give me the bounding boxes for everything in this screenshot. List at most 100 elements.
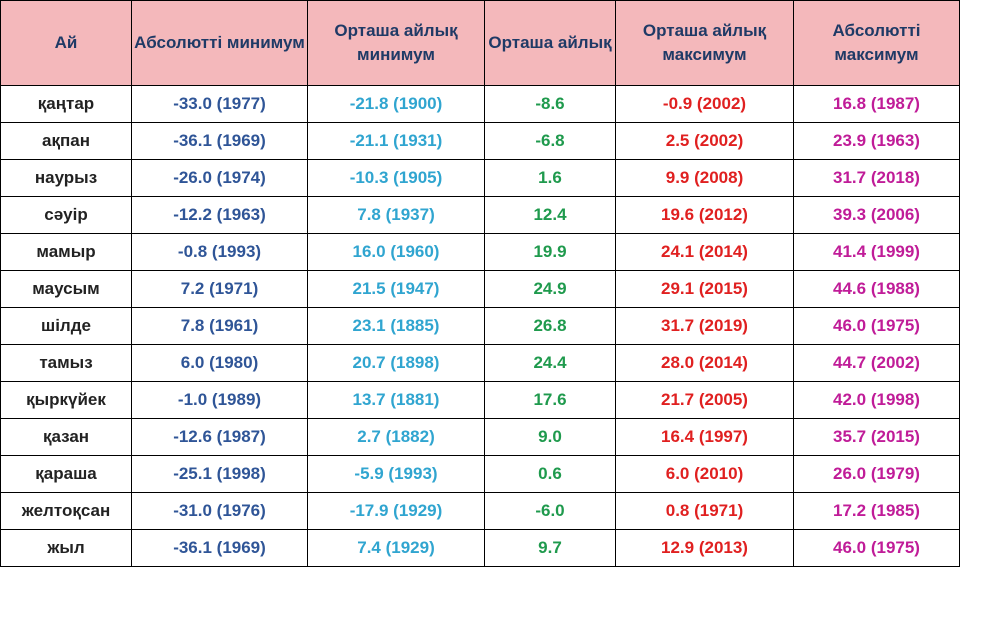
table-body: қаңтар -33.0 (1977) -21.8 (1900) -8.6 -0.9 (…	[0, 85, 960, 567]
average-monthly-cell: 1.6	[484, 159, 616, 197]
table-row: қыркүйек -1.0 (1989) 13.7 (1881) 17.6 21.7 (…	[0, 381, 960, 419]
month-cell: қаңтар	[0, 85, 132, 123]
month-cell: сәуір	[0, 196, 132, 234]
header-absolute-minimum: Абсолютті минимум	[131, 0, 308, 86]
average-monthly-maximum-cell: -0.9 (2002)	[615, 85, 794, 123]
absolute-minimum-cell: -12.6 (1987)	[131, 418, 308, 456]
header-average-monthly-maximum: Орташа айлық максимум	[615, 0, 794, 86]
climate-table: Ай Абсолютті минимум Орташа айлық миниму…	[0, 0, 960, 567]
absolute-maximum-cell: 46.0 (1975)	[793, 529, 960, 567]
absolute-minimum-cell: -36.1 (1969)	[131, 529, 308, 567]
average-monthly-cell: 9.0	[484, 418, 616, 456]
average-monthly-maximum-cell: 12.9 (2013)	[615, 529, 794, 567]
average-monthly-minimum-cell: 23.1 (1885)	[307, 307, 485, 345]
table-row: сәуір -12.2 (1963) 7.8 (1937) 12.4 19.6 (201…	[0, 196, 960, 234]
absolute-minimum-cell: -12.2 (1963)	[131, 196, 308, 234]
absolute-maximum-cell: 39.3 (2006)	[793, 196, 960, 234]
month-cell: мамыр	[0, 233, 132, 271]
absolute-maximum-cell: 44.7 (2002)	[793, 344, 960, 382]
average-monthly-cell: 0.6	[484, 455, 616, 493]
average-monthly-cell: -8.6	[484, 85, 616, 123]
table-row: қазан -12.6 (1987) 2.7 (1882) 9.0 16.4 (1997…	[0, 418, 960, 456]
average-monthly-minimum-cell: -21.1 (1931)	[307, 122, 485, 160]
average-monthly-minimum-cell: 21.5 (1947)	[307, 270, 485, 308]
table-row: ақпан -36.1 (1969) -21.1 (1931) -6.8 2.5 (20…	[0, 122, 960, 160]
table-row: маусым 7.2 (1971) 21.5 (1947) 24.9 29.1 (201…	[0, 270, 960, 308]
absolute-maximum-cell: 35.7 (2015)	[793, 418, 960, 456]
absolute-minimum-cell: -25.1 (1998)	[131, 455, 308, 493]
absolute-minimum-cell: -26.0 (1974)	[131, 159, 308, 197]
header-average-monthly: Орташа айлық	[484, 0, 616, 86]
average-monthly-minimum-cell: 16.0 (1960)	[307, 233, 485, 271]
average-monthly-minimum-cell: -17.9 (1929)	[307, 492, 485, 530]
average-monthly-cell: 24.4	[484, 344, 616, 382]
average-monthly-maximum-cell: 2.5 (2002)	[615, 122, 794, 160]
average-monthly-cell: -6.8	[484, 122, 616, 160]
average-monthly-maximum-cell: 6.0 (2010)	[615, 455, 794, 493]
absolute-minimum-cell: -36.1 (1969)	[131, 122, 308, 160]
average-monthly-cell: -6.0	[484, 492, 616, 530]
average-monthly-maximum-cell: 9.9 (2008)	[615, 159, 794, 197]
absolute-minimum-cell: 6.0 (1980)	[131, 344, 308, 382]
average-monthly-cell: 24.9	[484, 270, 616, 308]
average-monthly-maximum-cell: 16.4 (1997)	[615, 418, 794, 456]
table-row: наурыз -26.0 (1974) -10.3 (1905) 1.6 9.9 (20…	[0, 159, 960, 197]
average-monthly-minimum-cell: -21.8 (1900)	[307, 85, 485, 123]
month-cell: қараша	[0, 455, 132, 493]
average-monthly-minimum-cell: 7.4 (1929)	[307, 529, 485, 567]
month-cell: қыркүйек	[0, 381, 132, 419]
absolute-minimum-cell: -31.0 (1976)	[131, 492, 308, 530]
absolute-maximum-cell: 26.0 (1979)	[793, 455, 960, 493]
absolute-maximum-cell: 44.6 (1988)	[793, 270, 960, 308]
average-monthly-cell: 9.7	[484, 529, 616, 567]
average-monthly-maximum-cell: 29.1 (2015)	[615, 270, 794, 308]
month-cell: қазан	[0, 418, 132, 456]
average-monthly-maximum-cell: 24.1 (2014)	[615, 233, 794, 271]
absolute-minimum-cell: 7.8 (1961)	[131, 307, 308, 345]
absolute-minimum-cell: -1.0 (1989)	[131, 381, 308, 419]
average-monthly-cell: 19.9	[484, 233, 616, 271]
average-monthly-maximum-cell: 19.6 (2012)	[615, 196, 794, 234]
table-row: тамыз 6.0 (1980) 20.7 (1898) 24.4 28.0 (2014…	[0, 344, 960, 382]
average-monthly-cell: 26.8	[484, 307, 616, 345]
average-monthly-minimum-cell: 7.8 (1937)	[307, 196, 485, 234]
month-cell: маусым	[0, 270, 132, 308]
absolute-minimum-cell: -33.0 (1977)	[131, 85, 308, 123]
header-average-monthly-minimum: Орташа айлық минимум	[307, 0, 485, 86]
average-monthly-maximum-cell: 31.7 (2019)	[615, 307, 794, 345]
table-row: қараша -25.1 (1998) -5.9 (1993) 0.6 6.0 (201…	[0, 455, 960, 493]
table-row: желтоқсан -31.0 (1976) -17.9 (1929) -6.0 0.8…	[0, 492, 960, 530]
month-cell: желтоқсан	[0, 492, 132, 530]
average-monthly-minimum-cell: 20.7 (1898)	[307, 344, 485, 382]
month-cell: шілде	[0, 307, 132, 345]
month-cell: тамыз	[0, 344, 132, 382]
average-monthly-minimum-cell: -5.9 (1993)	[307, 455, 485, 493]
month-cell: наурыз	[0, 159, 132, 197]
average-monthly-cell: 12.4	[484, 196, 616, 234]
table-row: қаңтар -33.0 (1977) -21.8 (1900) -8.6 -0.9 (…	[0, 85, 960, 123]
absolute-minimum-cell: -0.8 (1993)	[131, 233, 308, 271]
absolute-minimum-cell: 7.2 (1971)	[131, 270, 308, 308]
average-monthly-minimum-cell: -10.3 (1905)	[307, 159, 485, 197]
table-row: мамыр -0.8 (1993) 16.0 (1960) 19.9 24.1 (201…	[0, 233, 960, 271]
absolute-maximum-cell: 41.4 (1999)	[793, 233, 960, 271]
absolute-maximum-cell: 42.0 (1998)	[793, 381, 960, 419]
absolute-maximum-cell: 46.0 (1975)	[793, 307, 960, 345]
table-row: жыл -36.1 (1969) 7.4 (1929) 9.7 12.9 (2013) 4…	[0, 529, 960, 567]
header-row: Ай Абсолютті минимум Орташа айлық миниму…	[0, 0, 960, 86]
average-monthly-maximum-cell: 28.0 (2014)	[615, 344, 794, 382]
month-cell: жыл	[0, 529, 132, 567]
average-monthly-minimum-cell: 13.7 (1881)	[307, 381, 485, 419]
absolute-maximum-cell: 23.9 (1963)	[793, 122, 960, 160]
average-monthly-maximum-cell: 0.8 (1971)	[615, 492, 794, 530]
absolute-maximum-cell: 17.2 (1985)	[793, 492, 960, 530]
average-monthly-minimum-cell: 2.7 (1882)	[307, 418, 485, 456]
average-monthly-maximum-cell: 21.7 (2005)	[615, 381, 794, 419]
table-row: шілде 7.8 (1961) 23.1 (1885) 26.8 31.7 (2019…	[0, 307, 960, 345]
absolute-maximum-cell: 31.7 (2018)	[793, 159, 960, 197]
absolute-maximum-cell: 16.8 (1987)	[793, 85, 960, 123]
average-monthly-cell: 17.6	[484, 381, 616, 419]
month-cell: ақпан	[0, 122, 132, 160]
header-month: Ай	[0, 0, 132, 86]
header-absolute-maximum: Абсолютті максимум	[793, 0, 960, 86]
